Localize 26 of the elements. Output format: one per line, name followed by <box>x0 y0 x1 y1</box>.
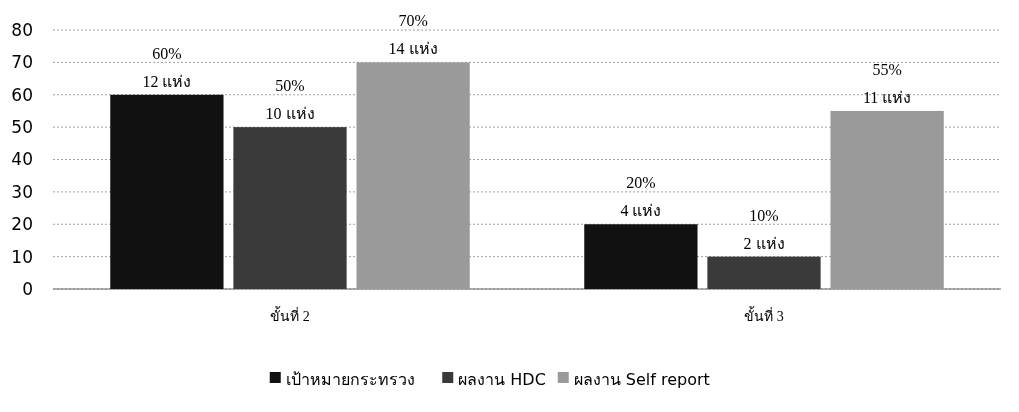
bar <box>356 62 470 289</box>
x-tick-label: ขั้นที่ 3 <box>744 306 784 324</box>
y-tick-label: 50 <box>11 117 33 138</box>
y-tick-label: 70 <box>11 52 33 73</box>
data-label: 70% 14 แห่ง <box>388 12 438 58</box>
legend-label: ผลงาน HDC <box>458 369 546 389</box>
data-label: 10% 2 แห่ง <box>743 206 785 252</box>
y-tick-label: 40 <box>11 149 33 170</box>
y-tick-label: 10 <box>11 246 33 267</box>
bar <box>830 110 944 289</box>
data-label: 50% 10 แห่ง <box>265 77 315 123</box>
y-tick-label: 60 <box>11 84 33 105</box>
y-tick-label: 80 <box>11 19 33 40</box>
bar <box>110 94 224 289</box>
data-label: 60% 12 แห่ง <box>142 44 192 90</box>
data-label: 55% 11 แห่ง <box>862 60 912 106</box>
y-tick-label: 0 <box>22 278 33 299</box>
bar <box>584 224 698 289</box>
legend-label: เป้าหมายกระทรวง <box>285 369 415 389</box>
legend-label: ผลงาน Self report <box>573 369 710 389</box>
data-label: 20% 4 แห่ง <box>620 174 662 220</box>
y-tick-label: 20 <box>11 214 33 235</box>
bar <box>707 256 821 289</box>
y-tick-label: 30 <box>11 181 33 202</box>
bar <box>233 127 347 289</box>
x-tick-label: ขั้นที่ 2 <box>270 306 310 324</box>
